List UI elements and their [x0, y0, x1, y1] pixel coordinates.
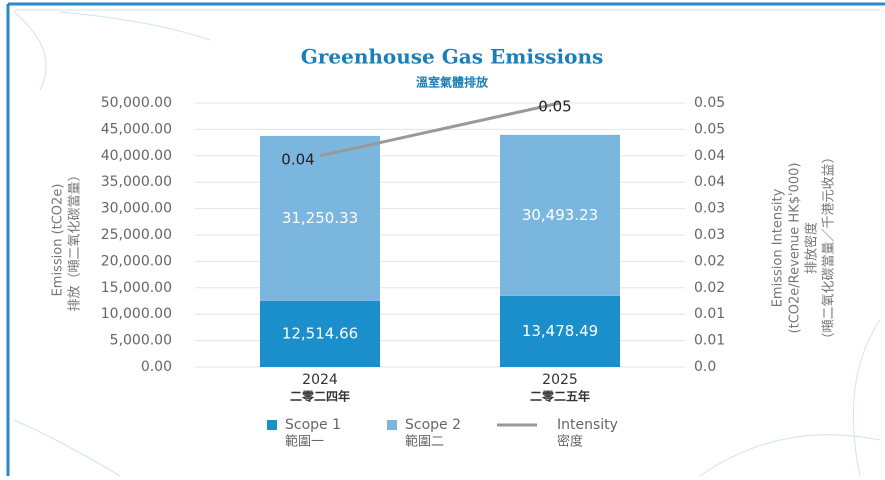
- legend-label-zh: 密度: [557, 434, 583, 450]
- legend-label: Scope 2: [405, 417, 461, 433]
- legend-label: Intensity: [557, 417, 618, 433]
- x-tick-label: 2024: [302, 372, 338, 388]
- y2-tick-label: 0.03: [694, 201, 725, 217]
- y2-tick-label: 0.02: [694, 280, 725, 296]
- legend-label-zh: 範圍一: [285, 435, 324, 450]
- y-tick-label: 25,000.00: [101, 227, 172, 243]
- x-tick-label-zh: 二零二四年: [290, 389, 350, 404]
- legend-swatch: [267, 420, 277, 430]
- x-tick-label-zh: 二零二五年: [530, 389, 590, 404]
- legend-swatch: [387, 420, 397, 430]
- bar: [500, 134, 620, 296]
- x-tick-label: 2025: [542, 372, 578, 388]
- y-axis-title: Emission (tCO2e): [51, 184, 66, 297]
- line-label: 0.04: [281, 150, 314, 168]
- decoration: [13, 9, 881, 477]
- value-label: 30,493.23: [522, 206, 598, 224]
- y2-tick-label: 0.04: [694, 148, 725, 164]
- y-tick-label: 15,000.00: [101, 280, 172, 296]
- y2-axis-title: Emission Intensity: [771, 188, 786, 307]
- line: [319, 101, 561, 158]
- value-label: 12,514.66: [282, 324, 358, 342]
- value-label: 31,250.33: [282, 209, 358, 227]
- y2-tick-label: 0.02: [694, 253, 725, 269]
- frame: [6, 2, 885, 476]
- y-tick-label: 30,000.00: [101, 201, 172, 217]
- y2-axis-title: 排放密度: [804, 222, 820, 274]
- y2-tick-label: 0.01: [694, 333, 725, 349]
- y-tick-label: 50,000.00: [101, 95, 172, 111]
- y2-tick-label: 0.0: [694, 359, 716, 375]
- y2-tick-label: 0.03: [694, 227, 725, 243]
- value-label: 13,478.49: [522, 322, 598, 340]
- y-tick-label: 0.00: [141, 359, 172, 375]
- bar: [260, 135, 380, 301]
- bar: [500, 295, 620, 367]
- y-axis-title: 排放（噸二氧化碳當量）: [68, 168, 83, 311]
- legend-label-zh: 範圍二: [405, 435, 444, 450]
- line-label: 0.05: [538, 98, 571, 116]
- y-tick-label: 45,000.00: [101, 121, 172, 137]
- y-tick-label: 5,000.00: [110, 333, 172, 349]
- bar: [260, 300, 380, 367]
- y2-tick-label: 0.04: [694, 174, 725, 190]
- legend-label: Scope 1: [285, 417, 341, 433]
- y-tick-label: 40,000.00: [101, 148, 172, 164]
- y-tick-label: 35,000.00: [101, 174, 172, 190]
- chart-title: Greenhouse Gas Emissions: [301, 45, 604, 69]
- y2-tick-label: 0.05: [694, 95, 725, 111]
- y2-axis-title: (tCO2e/Revenue HK$'000): [788, 163, 803, 334]
- y-tick-label: 10,000.00: [101, 306, 172, 322]
- y2-tick-label: 0.05: [694, 121, 725, 137]
- y2-tick-label: 0.01: [694, 306, 725, 322]
- y-tick-label: 20,000.00: [101, 253, 172, 269]
- chart-subtitle: 溫室氣體排放: [416, 75, 489, 90]
- y2-axis-title: （噸二氧化碳當量／千港元收益）: [822, 150, 837, 345]
